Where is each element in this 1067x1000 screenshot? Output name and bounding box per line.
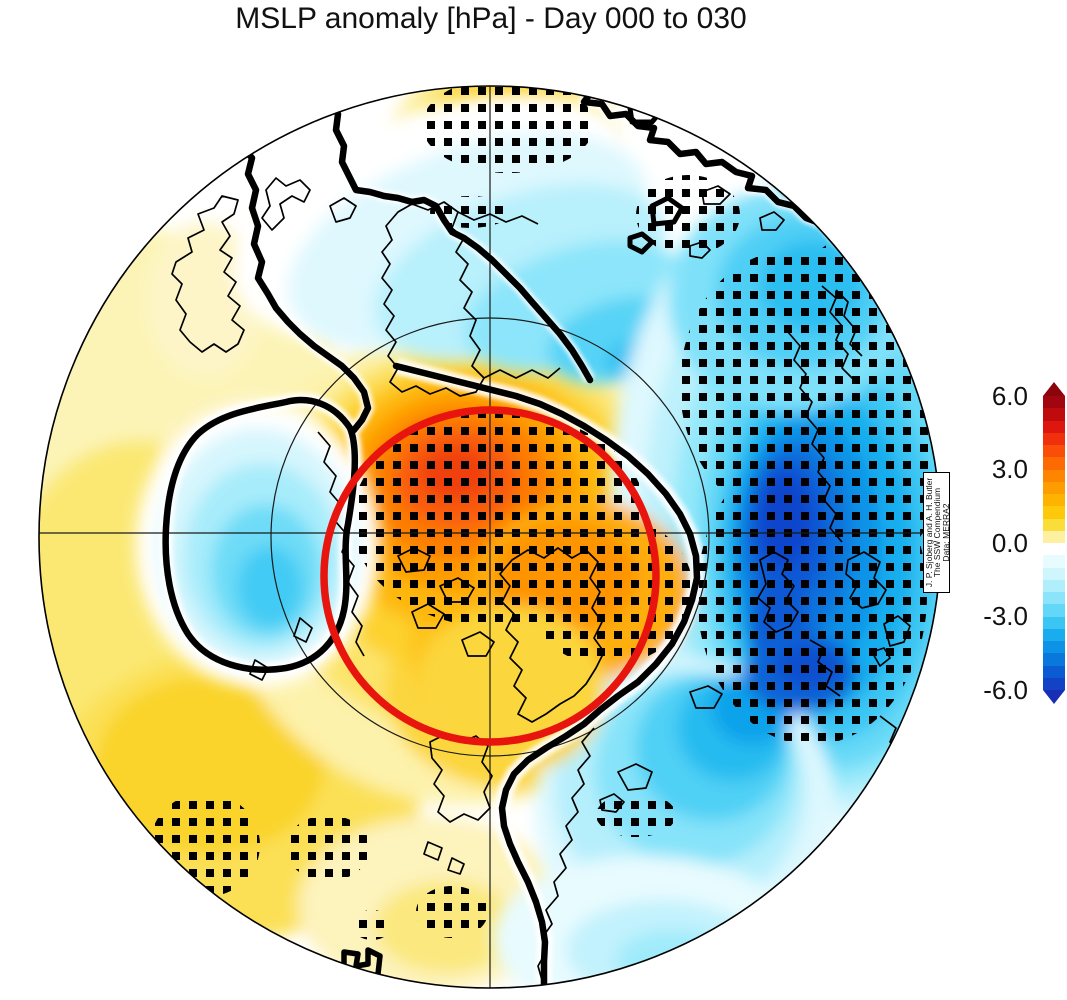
coastline-north-america: [381, 201, 653, 981]
colorbar-arrow-bottom: [1043, 690, 1065, 704]
colorbar-tick-0: 0.0: [991, 528, 1028, 558]
attribution-box: J. P. Sjoberg and A. H. Butler The SSW C…: [923, 472, 951, 593]
coastlines: [171, 177, 941, 981]
zero-contour-okhotsk: [162, 396, 359, 673]
attribution-text: J. P. Sjoberg and A. H. Butler The SSW C…: [923, 472, 951, 593]
colorbar-tick-neg3: -3.0: [983, 601, 1028, 631]
graticule: [39, 86, 941, 988]
zero-contours: [162, 86, 862, 988]
zero-contour-siberia: [326, 96, 594, 384]
zero-contour-bottom: [341, 947, 383, 977]
page-title: MSLP anomaly [hPa] - Day 000 to 030: [235, 2, 747, 35]
colorbar-tick-neg6: -6.0: [983, 675, 1028, 705]
colorbar-arrow-top: [1043, 382, 1065, 396]
zero-contour-russia-coast: [572, 86, 862, 268]
colorbar-tick-3: 3.0: [991, 454, 1028, 484]
zero-contour-west: [238, 142, 372, 434]
colorbar-segments: [1043, 396, 1065, 690]
polar-cap-circle: [320, 406, 660, 746]
colorbar-tick-6: 6.0: [991, 381, 1028, 411]
attribution-line-data: Data: MERRA2: [940, 503, 951, 562]
zero-contour-main: [392, 362, 701, 988]
colorbar: [1043, 382, 1065, 704]
